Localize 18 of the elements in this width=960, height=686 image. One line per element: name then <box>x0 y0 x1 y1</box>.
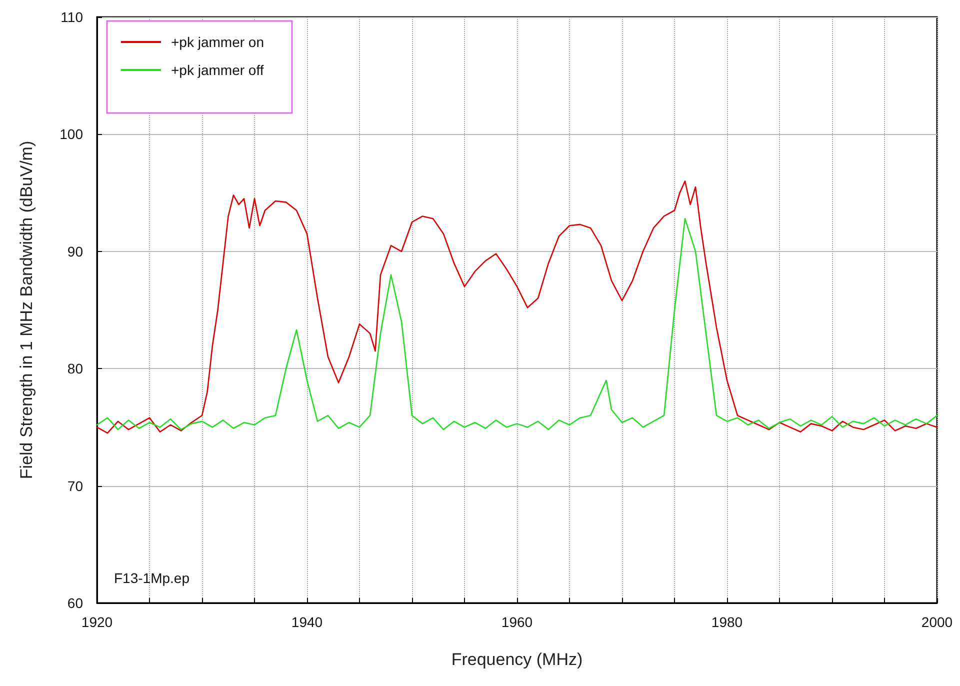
line-series <box>96 218 938 430</box>
y-tick-label: 100 <box>60 126 84 142</box>
x-tick-label: 1920 <box>81 614 113 630</box>
x-tick-label: 1960 <box>501 614 533 630</box>
y-tick-label: 70 <box>67 478 84 494</box>
legend-label: +pk jammer off <box>171 62 264 78</box>
annotation: F13-1Mp.ep <box>114 570 190 586</box>
y-tick-label: 80 <box>67 360 84 377</box>
legend-label: +pk jammer on <box>171 34 264 50</box>
y-tick-label: 60 <box>67 595 84 611</box>
x-tick-label: 1940 <box>291 614 323 630</box>
y-tick-label: 90 <box>67 243 84 260</box>
x-tick-label: 2000 <box>921 614 953 630</box>
y-tick-label: 110 <box>60 9 84 25</box>
line-series <box>96 180 938 434</box>
x-tick-label: 1980 <box>711 614 743 630</box>
y-axis-title: Field Strength in 1 MHz Bandwidth (dBuV/m) <box>17 140 36 480</box>
x-axis-title: Frequency (MHz) <box>451 650 583 669</box>
